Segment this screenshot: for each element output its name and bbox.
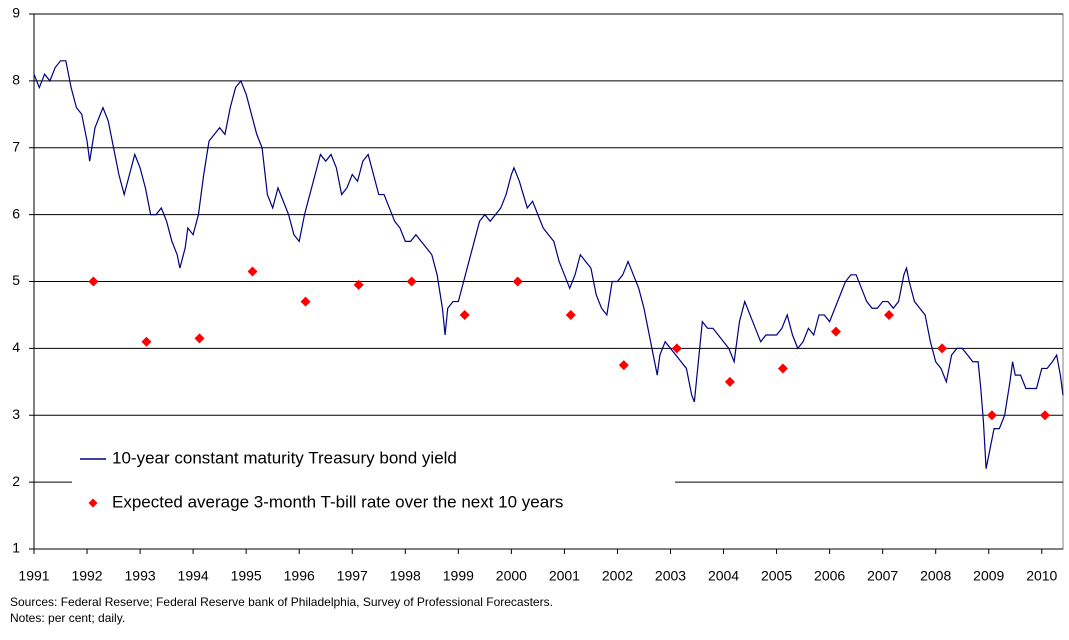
x-tick-label: 2002 xyxy=(602,568,633,584)
data-point xyxy=(88,276,99,287)
data-point xyxy=(247,266,258,277)
x-tick-label: 1994 xyxy=(178,568,209,584)
y-tick-label: 3 xyxy=(12,406,20,422)
x-tick-label: 1998 xyxy=(390,568,421,584)
y-tick-label: 2 xyxy=(12,473,20,489)
x-tick-label: 2005 xyxy=(761,568,792,584)
data-point xyxy=(300,296,311,307)
x-tick-label: 1996 xyxy=(284,568,315,584)
x-tick-label: 2007 xyxy=(867,568,898,584)
x-tick-label: 2000 xyxy=(496,568,527,584)
legend-label: Expected average 3-month T-bill rate ove… xyxy=(112,492,563,511)
y-tick-label: 7 xyxy=(12,138,20,154)
data-point xyxy=(777,363,788,374)
legend-marker xyxy=(88,498,98,508)
legend-box xyxy=(72,437,675,525)
x-tick-label: 1995 xyxy=(231,568,262,584)
data-point xyxy=(353,279,364,290)
x-tick-label: 1991 xyxy=(18,568,49,584)
data-point xyxy=(671,343,682,354)
y-tick-label: 4 xyxy=(12,339,20,355)
x-tick-label: 1999 xyxy=(443,568,474,584)
y-tick-label: 9 xyxy=(12,5,20,21)
x-tick-label: 2004 xyxy=(708,568,739,584)
data-line xyxy=(33,60,1064,469)
data-point xyxy=(937,343,948,354)
data-point xyxy=(618,360,629,371)
data-point xyxy=(141,336,152,347)
data-point xyxy=(406,276,417,287)
x-tick-label: 1997 xyxy=(337,568,368,584)
x-tick-label: 1993 xyxy=(125,568,156,584)
footnote: Notes: per cent; daily. xyxy=(10,611,125,625)
data-point xyxy=(459,309,470,320)
data-point xyxy=(512,276,523,287)
y-tick-label: 6 xyxy=(12,205,20,221)
data-point xyxy=(884,309,895,320)
x-tick-label: 2009 xyxy=(973,568,1004,584)
footnote: Sources: Federal Reserve; Federal Reserv… xyxy=(10,595,553,609)
y-tick-label: 1 xyxy=(12,540,20,556)
data-point xyxy=(986,410,997,421)
x-tick-label: 2001 xyxy=(549,568,580,584)
x-tick-label: 2008 xyxy=(920,568,951,584)
data-point xyxy=(565,309,576,320)
legend-label: 10-year constant maturity Treasury bond … xyxy=(112,448,457,467)
data-point xyxy=(724,376,735,387)
y-tick-label: 8 xyxy=(12,72,20,88)
data-point xyxy=(194,333,205,344)
data-point xyxy=(1039,410,1050,421)
data-point xyxy=(830,326,841,337)
x-tick-label: 2003 xyxy=(655,568,686,584)
y-tick-label: 5 xyxy=(12,272,20,288)
x-tick-label: 2006 xyxy=(814,568,845,584)
x-tick-label: 1992 xyxy=(71,568,102,584)
x-tick-label: 2010 xyxy=(1026,568,1057,584)
